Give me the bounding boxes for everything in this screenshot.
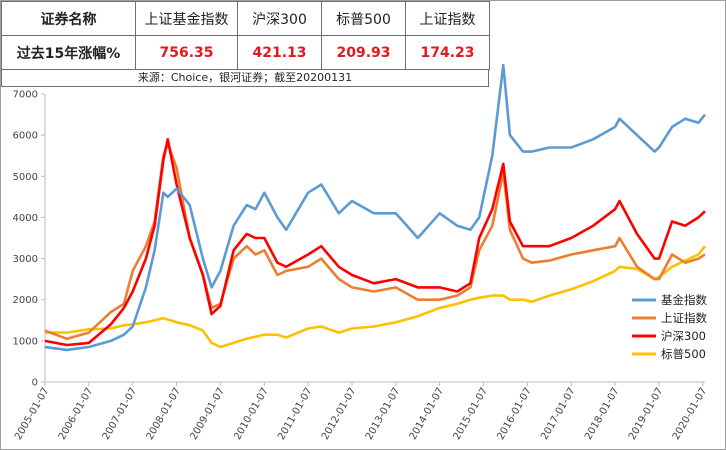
- x-tick-label: 2010-01-07: [232, 386, 271, 442]
- series-line-sp500: [45, 245, 707, 349]
- y-tick-label: 5000: [13, 172, 38, 183]
- y-tick-label: 4000: [13, 213, 38, 224]
- legend-label-sp500: 标普500: [661, 347, 706, 361]
- summary-table: 证券名称 上证基金指数 沪深300 标普500 上证指数 过去15年涨幅% 75…: [1, 1, 490, 70]
- y-tick-label: 6000: [13, 131, 38, 142]
- x-tick-label: 2015-01-07: [452, 386, 491, 442]
- legend-label-csi300: 沪深300: [661, 329, 706, 343]
- y-tick-label: 3000: [13, 254, 38, 265]
- y-tick-label: 0: [32, 378, 38, 389]
- x-tick-label: 2016-01-07: [495, 386, 534, 442]
- value-sse-composite: 174.23: [405, 35, 490, 70]
- series-line-fund_index: [44, 63, 707, 352]
- chart-series: [44, 63, 707, 352]
- x-tick-label: 2006-01-07: [57, 386, 96, 442]
- x-tick-label: 2017-01-07: [539, 386, 578, 442]
- summary-value-row: 过去15年涨幅% 756.35 421.13 209.93 174.23: [1, 35, 490, 70]
- value-csi300: 421.13: [237, 35, 322, 70]
- x-tick-label: 2018-01-07: [583, 386, 622, 442]
- header-fund-index: 上证基金指数: [135, 1, 238, 36]
- series-line-sse_composite: [44, 142, 706, 341]
- series-line-csi300: [44, 138, 706, 347]
- x-tick-label: 2011-01-07: [276, 386, 315, 442]
- x-tick-label: 2014-01-07: [408, 386, 447, 442]
- y-tick-label: 2000: [13, 295, 38, 306]
- value-sp500: 209.93: [321, 35, 406, 70]
- x-tick-label: 2012-01-07: [320, 386, 359, 442]
- x-tick-label: 2013-01-07: [364, 386, 403, 442]
- legend-label-sse_composite: 上证指数: [661, 311, 707, 325]
- legend-label-fund_index: 基金指数: [661, 293, 707, 307]
- y-tick-label: 1000: [13, 336, 38, 347]
- x-tick-label: 2009-01-07: [188, 386, 227, 442]
- row-label: 过去15年涨幅%: [1, 35, 136, 70]
- y-tick-label: 7000: [13, 90, 38, 101]
- header-sp500: 标普500: [321, 1, 406, 36]
- x-tick-label: 2019-01-07: [627, 386, 666, 442]
- summary-header-row: 证券名称 上证基金指数 沪深300 标普500 上证指数: [1, 1, 490, 36]
- x-tick-label: 2007-01-07: [101, 386, 140, 442]
- x-tick-label: 2005-01-07: [13, 386, 52, 442]
- x-tick-label: 2008-01-07: [145, 386, 184, 442]
- source-note: 来源：Choice，银河证券；截至20200131: [1, 69, 489, 87]
- x-tick-label: 2020-01-07: [671, 386, 710, 442]
